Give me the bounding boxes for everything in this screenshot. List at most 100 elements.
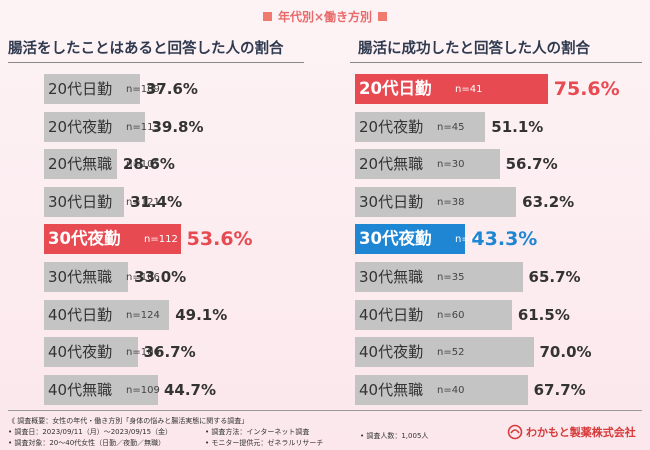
bar-row: 30代夜勤 n=112 53.6%: [44, 224, 344, 255]
sample-size-label: n=40: [437, 384, 465, 396]
sample-size-label: n=113: [126, 121, 160, 133]
bar-row: 20代無職 n=105 28.6%: [44, 149, 344, 180]
sample-size-label: n=60: [455, 234, 483, 246]
bar-value-label: 43.3%: [471, 228, 538, 251]
bar-value-label: 61.5%: [517, 305, 570, 324]
bar-category-label: 30代夜勤: [48, 229, 121, 249]
bar-value-label: 65.7%: [528, 268, 581, 286]
bar: [355, 224, 466, 255]
brand-name: わかもと製薬株式会社: [526, 426, 636, 439]
bar-row: 20代夜勤 n=113 39.8%: [44, 111, 344, 142]
footer-provider: • モニター提供元：ゼネラルリサーチ: [205, 439, 324, 447]
bar-row: 20代日勤 n=109 37.6%: [44, 74, 344, 104]
bar: [355, 374, 528, 405]
bar-category-label: 20代夜勤: [359, 117, 424, 136]
bar: [355, 149, 500, 180]
sample-size-label: n=109: [126, 84, 160, 95]
bar-value-label: 53.6%: [186, 228, 253, 251]
bar: [44, 374, 158, 405]
bar-category-label: 30代無職: [48, 268, 113, 286]
bar: [355, 299, 512, 330]
footer-summary: 《 調査概要：女性の年代・働き方別「身体の悩みと腸活実態に関する調査」: [8, 417, 249, 425]
bar-category-label: 40代夜勤: [359, 343, 424, 362]
bar-row: 40代無職 n=40 67.7%: [355, 374, 650, 405]
bar-row: 40代日勤 n=124 49.1%: [44, 299, 344, 330]
left-title-underline: [8, 62, 304, 63]
bar-value-label: 63.2%: [522, 192, 575, 211]
sample-size-label: n=112: [144, 234, 178, 246]
bar-row: 30代無職 n=35 65.7%: [355, 262, 650, 292]
sample-size-label: n=41: [455, 84, 483, 95]
bar-row: 40代夜勤 n=106 36.7%: [44, 337, 344, 368]
sample-size-label: n=45: [437, 121, 465, 133]
bar: [44, 337, 138, 368]
bar-value-label: 31.4%: [130, 192, 183, 211]
bar-category-label: 20代夜勤: [48, 117, 113, 136]
bar-category-label: 20代日勤: [48, 80, 113, 98]
footer-date: • 調査日：2023/09/11（月）～2023/09/15（金）: [8, 428, 173, 436]
bar-value-label: 33.0%: [134, 268, 187, 286]
brand-mark-icon: [507, 424, 523, 440]
bar-value-label: 67.7%: [533, 380, 586, 399]
bar-row: 20代無職 n=30 56.7%: [355, 149, 650, 180]
sample-size-label: n=121: [126, 196, 160, 208]
bar-category-label: 20代無職: [359, 155, 424, 174]
bar-category-label: 40代無職: [359, 380, 424, 399]
bar-row: 30代日勤 n=38 63.2%: [355, 186, 650, 217]
square-icon: [378, 11, 388, 21]
sample-size-label: n=106: [126, 347, 160, 359]
bar-category-label: 30代無職: [359, 268, 424, 286]
bar: [44, 186, 125, 217]
bar-value-label: 39.8%: [151, 117, 204, 136]
bar-category-label: 30代日勤: [359, 192, 424, 211]
footer-method: • 調査方法：インターネット調査: [205, 428, 310, 436]
bar-row: 40代夜勤 n=52 70.0%: [355, 337, 650, 368]
bar-category-label: 40代無職: [48, 380, 113, 399]
bar: [44, 224, 181, 255]
footer-count: • 調査人数：1,005人: [360, 432, 429, 440]
bar-value-label: 37.6%: [145, 80, 198, 98]
left-chart-title: 腸活をしたことはあると回答した人の割合: [8, 40, 284, 57]
square-icon: [262, 11, 272, 21]
right-title-underline: [350, 62, 642, 63]
bar: [355, 262, 523, 292]
bar-category-label: 40代日勤: [359, 305, 424, 324]
bar-category-label: 40代日勤: [48, 305, 113, 324]
bar-row: 40代日勤 n=60 61.5%: [355, 299, 650, 330]
sample-size-label: n=109: [126, 384, 160, 396]
bar: [355, 111, 486, 142]
bar-value-label: 49.1%: [175, 305, 228, 324]
bar-value-label: 44.7%: [163, 380, 217, 399]
bar-value-label: 70.0%: [539, 343, 592, 362]
bar-row: 40代無職 n=109 44.7%: [44, 374, 344, 405]
bar-value-label: 56.7%: [505, 155, 558, 174]
header-title: 年代別×働き方別: [277, 9, 373, 24]
sample-size-label: n=106: [126, 272, 160, 283]
footer-divider: [8, 410, 642, 411]
bar-value-label: 36.7%: [143, 343, 196, 362]
bar: [44, 149, 117, 180]
bar: [355, 337, 534, 368]
bar-value-label: 75.6%: [553, 78, 620, 100]
sample-size-label: n=30: [437, 159, 465, 171]
bar-category-label: 40代夜勤: [48, 343, 113, 362]
bar-row: 20代夜勤 n=45 51.1%: [355, 111, 650, 142]
bar: [355, 186, 517, 217]
brand-logo: わかもと製薬株式会社: [507, 424, 636, 440]
bar-value-label: 51.1%: [491, 117, 544, 136]
bar: [44, 111, 146, 142]
bar-category-label: 20代無職: [48, 155, 113, 174]
chart-header: 年代別×働き方別: [0, 6, 650, 26]
sample-size-label: n=35: [437, 272, 465, 283]
bar-category-label: 20代日勤: [359, 79, 432, 98]
bar-row: 30代無職 n=106 33.0%: [44, 262, 344, 292]
bar: [355, 74, 548, 104]
sample-size-label: n=38: [437, 196, 465, 208]
bar-category-label: 30代夜勤: [359, 229, 432, 249]
bar: [44, 262, 129, 292]
bar-row: 30代日勤 n=121 31.4%: [44, 186, 344, 217]
sample-size-label: n=124: [126, 309, 160, 321]
right-chart-title: 腸活に成功したと回答した人の割合: [358, 40, 590, 57]
sample-size-label: n=105: [126, 159, 160, 171]
bar-category-label: 30代日勤: [48, 192, 113, 211]
